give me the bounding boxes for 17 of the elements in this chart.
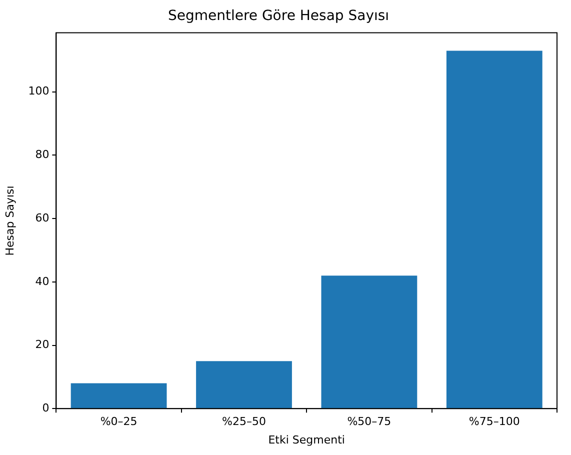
y-tick-label: 40 [35, 274, 50, 288]
x-tick-label: %0–25 [100, 415, 138, 428]
x-axis-title: Etki Segmenti [268, 433, 345, 446]
y-tick-label: 100 [28, 84, 50, 98]
y-tick-label: 20 [35, 338, 50, 352]
bar [446, 50, 542, 408]
x-tick-label: %50–75 [347, 415, 392, 428]
y-tick-label: 80 [35, 148, 50, 162]
y-axis-title: Hesap Sayısı [3, 186, 16, 256]
bar [70, 383, 167, 408]
chart-title: Segmentlere Göre Hesap Sayısı [168, 8, 390, 24]
bar [321, 276, 418, 408]
y-tick-label: 0 [42, 401, 50, 414]
x-tick-label: %25–50 [222, 415, 266, 428]
bar [196, 361, 292, 408]
x-tick-label: %75–100 [468, 415, 520, 428]
y-tick-label: 60 [35, 211, 50, 224]
